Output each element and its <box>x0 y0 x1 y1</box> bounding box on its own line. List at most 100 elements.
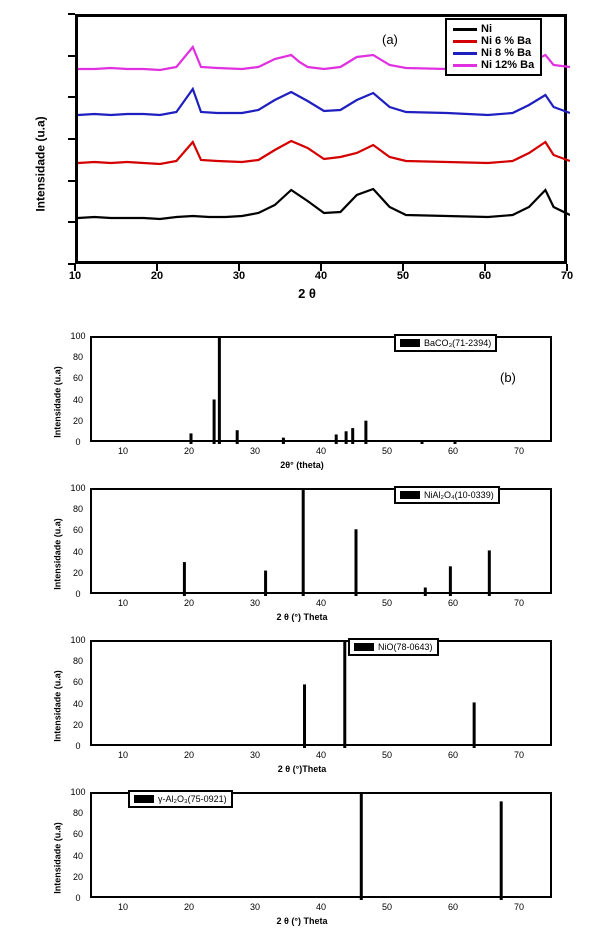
ytick-mark <box>68 13 75 15</box>
xtick-label: 60 <box>448 750 458 760</box>
xtick-label: 30 <box>250 598 260 608</box>
ytick-mark <box>68 138 75 140</box>
xtick-label: 20 <box>184 750 194 760</box>
xtick-label: 60 <box>448 598 458 608</box>
ytick-label: 0 <box>75 893 80 903</box>
legend-swatch <box>354 643 374 651</box>
xtick-mark <box>484 264 486 271</box>
xtick-label: 50 <box>382 750 392 760</box>
legend-b: NiAl₂O₄(10-0339) <box>394 486 500 504</box>
panel-b-label: (b) <box>500 370 516 385</box>
legend-label: BaCO₃(71-2394) <box>424 338 491 348</box>
xtick-label: 70 <box>514 598 524 608</box>
xtick-label: 50 <box>382 446 392 456</box>
xrd-overlay-chart: Intensidade (u.a) 2 θ (a) 10 20 30 40 50 60 70… <box>27 4 587 324</box>
ytick-label: 20 <box>73 720 83 730</box>
x-axis-label: 2 θ (°) Theta <box>277 612 328 630</box>
panel-a-label: (a) <box>382 32 398 47</box>
legend-swatch <box>134 795 154 803</box>
legend-label: Ni 8 % Ba <box>481 47 531 59</box>
xtick-label: 10 <box>118 902 128 912</box>
legend-item: Ni 8 % Ba <box>453 47 534 59</box>
xtick-label: 50 <box>382 902 392 912</box>
ytick-label: 80 <box>73 352 83 362</box>
ytick-label: 100 <box>70 483 85 493</box>
legend-b: γ-Al₂O₃(75-0921) <box>128 790 233 808</box>
ytick-label: 100 <box>70 331 85 341</box>
ytick-label: 80 <box>73 656 83 666</box>
xtick-mark <box>566 264 568 271</box>
xtick-mark <box>402 264 404 271</box>
xtick-label: 40 <box>316 598 326 608</box>
xtick-label: 30 <box>233 270 245 282</box>
ytick-mark <box>68 96 75 98</box>
xtick-mark <box>238 264 240 271</box>
legend-item: Ni 6 % Ba <box>453 35 534 47</box>
plot-area-b <box>90 640 552 746</box>
legend-label: NiO(78-0643) <box>378 642 433 652</box>
xtick-label: 10 <box>69 270 81 282</box>
y-axis-label: Intensidade (u.a) <box>52 518 62 590</box>
ytick-label: 100 <box>70 787 85 797</box>
xrd-trace <box>78 189 570 219</box>
xtick-label: 20 <box>184 902 194 912</box>
xtick-label: 10 <box>118 750 128 760</box>
y-axis-label: Intensidade (u.a) <box>52 670 62 742</box>
legend-item: γ-Al₂O₃(75-0921) <box>134 794 227 804</box>
xtick-label: 50 <box>382 598 392 608</box>
legend-swatch <box>400 491 420 499</box>
y-axis-label: Intensidade (u.a) <box>52 822 62 894</box>
xtick-label: 10 <box>118 598 128 608</box>
ytick-mark <box>68 180 75 182</box>
ytick-label: 60 <box>73 373 83 383</box>
ytick-label: 80 <box>73 504 83 514</box>
xtick-label: 40 <box>316 446 326 456</box>
xtick-label: 20 <box>151 270 163 282</box>
legend-b: BaCO₃(71-2394) <box>394 334 497 352</box>
ytick-label: 20 <box>73 416 83 426</box>
xtick-label: 20 <box>184 598 194 608</box>
xtick-label: 30 <box>250 750 260 760</box>
xtick-label: 40 <box>315 270 327 282</box>
xtick-label: 70 <box>514 750 524 760</box>
ytick-label: 60 <box>73 525 83 535</box>
xtick-label: 40 <box>316 750 326 760</box>
legend-label: NiAl₂O₄(10-0339) <box>424 490 494 500</box>
reference-pattern-chart: Intensidade (u.a)10203040506070020406080… <box>32 328 572 476</box>
ytick-label: 40 <box>73 547 83 557</box>
y-axis-label: Intensidade (u.a) <box>34 116 48 211</box>
x-axis-label: 2 θ (°)Theta <box>278 764 326 782</box>
legend-color-line <box>453 28 477 31</box>
xtick-label: 60 <box>448 902 458 912</box>
xtick-label: 30 <box>250 446 260 456</box>
xtick-label: 60 <box>479 270 491 282</box>
x-axis-label: 2 θ (°) Theta <box>277 916 328 934</box>
xrd-trace <box>78 89 570 115</box>
legend-color-line <box>453 64 477 67</box>
legend-item: Ni <box>453 23 534 35</box>
legend-item: NiAl₂O₄(10-0339) <box>400 490 494 500</box>
xtick-label: 10 <box>118 446 128 456</box>
legend-swatch <box>400 339 420 347</box>
legend-color-line <box>453 40 477 43</box>
legend-label: Ni 6 % Ba <box>481 35 531 47</box>
legend-item: Ni 12% Ba <box>453 59 534 71</box>
legend-a: NiNi 6 % BaNi 8 % BaNi 12% Ba <box>445 18 542 76</box>
y-axis-label: Intensidade (u.a) <box>52 366 62 438</box>
xtick-mark <box>320 264 322 271</box>
ytick-label: 60 <box>73 677 83 687</box>
ytick-label: 20 <box>73 568 83 578</box>
xtick-mark <box>74 264 76 271</box>
legend-label: Ni 12% Ba <box>481 59 534 71</box>
ytick-mark <box>68 263 75 265</box>
ytick-label: 100 <box>70 635 85 645</box>
ytick-label: 0 <box>75 437 80 447</box>
xtick-label: 50 <box>397 270 409 282</box>
xtick-label: 70 <box>514 902 524 912</box>
x-axis-label: 2 θ <box>298 286 316 326</box>
xtick-label: 70 <box>561 270 573 282</box>
ytick-label: 40 <box>73 699 83 709</box>
legend-label: γ-Al₂O₃(75-0921) <box>158 794 227 804</box>
legend-item: NiO(78-0643) <box>354 642 433 652</box>
xrd-trace <box>78 141 570 164</box>
